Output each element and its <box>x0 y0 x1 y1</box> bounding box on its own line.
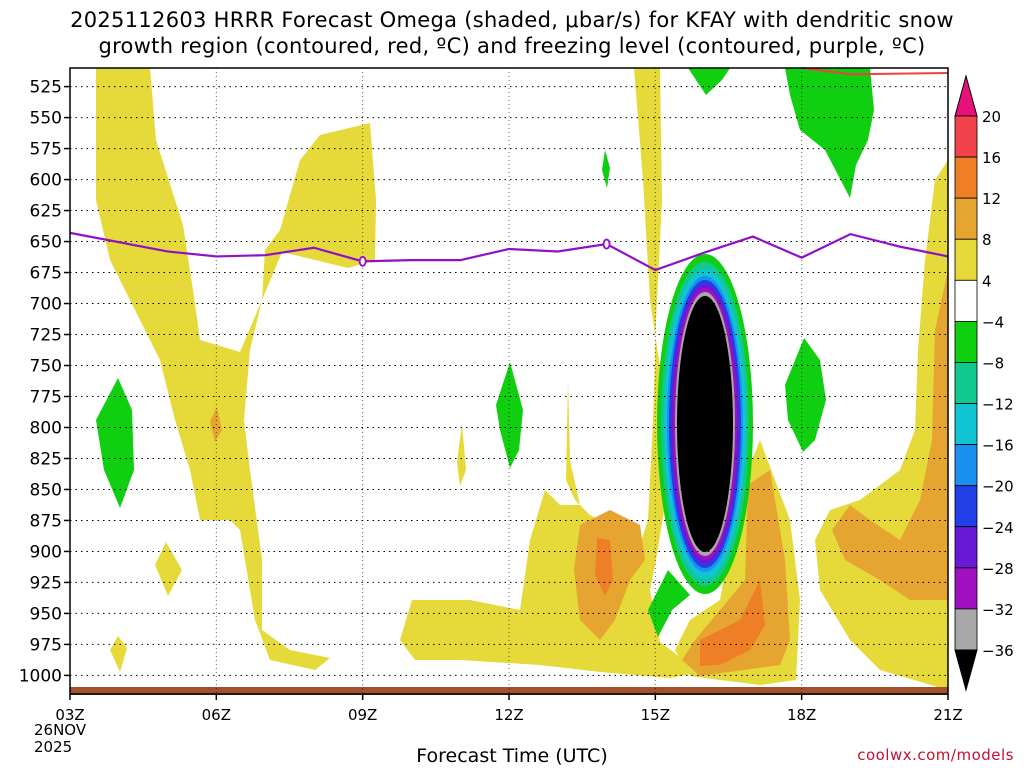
y-tick-label-700: 700 <box>30 295 62 315</box>
colorbar-swatch-3 <box>954 238 978 281</box>
colorbar-label-10: −24 <box>982 519 1014 537</box>
omega-sinking-green-right <box>785 338 826 452</box>
colorbar-label-7: −12 <box>982 396 1014 414</box>
colorbar-label-4: 4 <box>982 272 992 290</box>
y-tick-label-625: 625 <box>30 202 62 222</box>
omega-lower-mid-dark <box>595 538 613 596</box>
colorbar-swatch-8 <box>954 444 978 487</box>
omega-sinking-green-mid <box>496 362 523 468</box>
y-tick-label-650: 650 <box>30 233 62 253</box>
x-tick-label-06Z: 06Z <box>202 706 231 724</box>
y-tick-label-725: 725 <box>30 326 62 346</box>
chart-title-line-2: growth region (contoured, red, ºC) and f… <box>98 34 926 58</box>
omega-shading-layer <box>70 68 948 695</box>
colorbar-swatch-10 <box>954 526 978 569</box>
colorbar-label-2: 12 <box>982 190 1001 208</box>
omega-sinking-green-small <box>602 150 610 188</box>
colorbar-label-6: −8 <box>982 354 1004 372</box>
ground-strip <box>70 687 948 695</box>
colorbar-label-1: 16 <box>982 149 1001 167</box>
colorbar-swatch-7 <box>954 403 978 446</box>
y-tick-label-825: 825 <box>30 449 62 469</box>
colorbar-swatch-4 <box>954 279 978 322</box>
omega-lower-mid-dark-2 <box>700 580 765 666</box>
y-tick-label-800: 800 <box>30 418 62 438</box>
start-date-year: 2025 <box>34 738 73 756</box>
colorbar-swatch-9 <box>954 485 978 528</box>
contour-lines <box>69 67 949 272</box>
y-tick-label-900: 900 <box>30 542 62 562</box>
omega-sinking-green-top-small <box>688 68 730 95</box>
y-tick-label-1000: 1000 <box>19 666 62 686</box>
colorbar-cap-top <box>954 74 978 117</box>
omega-sinking-green-left <box>96 378 134 508</box>
start-date: 26NOV 2025 <box>34 722 86 756</box>
colorbar-label-0: 20 <box>982 108 1001 126</box>
y-tick-label-775: 775 <box>30 387 62 407</box>
colorbar-swatch-6 <box>954 362 978 404</box>
x-tick-label-12Z: 12Z <box>494 706 523 724</box>
freezing-level-label-0 <box>358 255 367 267</box>
omega-sinking-green-top <box>785 68 874 198</box>
omega-core-max <box>677 296 733 552</box>
y-tick-label-925: 925 <box>30 573 62 593</box>
colorbar-swatch-2 <box>954 197 978 240</box>
gridlines <box>70 68 948 694</box>
dendritic-growth-contour <box>801 67 949 76</box>
colorbar-label-5: −4 <box>982 313 1004 331</box>
x-tick-label-03Z: 03Z <box>55 706 84 724</box>
colorbar-swatch-5 <box>954 320 978 363</box>
y-tick-label-600: 600 <box>30 171 62 191</box>
colorbar-label-9: −20 <box>982 478 1014 496</box>
x-tick-label-18Z: 18Z <box>787 706 816 724</box>
colorbar-swatch-0 <box>954 115 978 158</box>
freezing-level-line <box>69 231 949 272</box>
colorbar-label-13: −36 <box>982 642 1014 660</box>
y-tick-label-850: 850 <box>30 480 62 500</box>
omega-right-edge-yellow <box>815 160 948 690</box>
colorbar-swatch-11 <box>954 567 978 610</box>
start-date-day: 26NOV <box>34 721 87 739</box>
colorbar-swatch-12 <box>954 608 978 651</box>
omega-rising-left-band <box>96 68 376 670</box>
y-tick-label-750: 750 <box>30 357 62 377</box>
y-tick-label-525: 525 <box>30 78 62 98</box>
colorbar: 20 16 12 8 4 −4 −8 −12 −16 −20 −24 −28 −32 −36 <box>954 74 1014 692</box>
colorbar-label-8: −16 <box>982 437 1014 455</box>
omega-small-patch-a <box>155 542 182 596</box>
y-tick-label-575: 575 <box>30 140 62 160</box>
freezing-level-label-1 <box>602 238 611 250</box>
omega-small-patch-c <box>457 424 466 486</box>
y-tick-label-550: 550 <box>30 109 62 129</box>
omega-upper-mid-band <box>400 68 700 678</box>
omega-small-patch-b <box>110 636 127 672</box>
omega-core-green-tail <box>648 570 690 637</box>
omega-right-edge-orange <box>832 270 948 600</box>
x-tick-label-15Z: 15Z <box>641 706 670 724</box>
axes: 525 550 575 600 625 650 675 700 725 750 775 800 825 8… <box>19 67 963 724</box>
y-tick-label-875: 875 <box>30 511 62 531</box>
x-tick-label-09Z: 09Z <box>348 706 377 724</box>
colorbar-cap-bottom <box>954 649 978 692</box>
colorbar-label-11: −28 <box>982 560 1014 578</box>
colorbar-label-12: −32 <box>982 601 1014 619</box>
colorbar-label-3: 8 <box>982 231 992 249</box>
y-tick-label-975: 975 <box>30 635 62 655</box>
x-axis-label: Forecast Time (UTC) <box>416 745 608 767</box>
x-tick-label-21Z: 21Z <box>933 706 962 724</box>
chart-title-line-1: 2025112603 HRRR Forecast Omega (shaded, … <box>70 8 954 32</box>
colorbar-swatch-1 <box>954 156 978 199</box>
y-tick-label-675: 675 <box>30 264 62 284</box>
y-tick-label-950: 950 <box>30 604 62 624</box>
credit-link[interactable]: coolwx.com/models <box>857 746 1014 764</box>
